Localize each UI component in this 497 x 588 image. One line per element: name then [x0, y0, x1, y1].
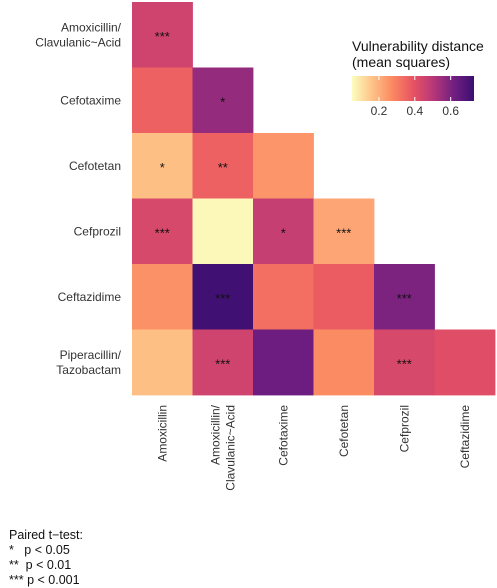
significance-label: ** — [218, 160, 228, 175]
column-label: Cefotetan — [337, 405, 351, 457]
column-label: Cefotaxime — [276, 405, 290, 466]
heatmap-cell — [374, 329, 435, 396]
heatmap-cells: ***** ***** * ****** ****** *** — [132, 2, 496, 396]
significance-label: * — [160, 160, 165, 175]
row-label: Cefotaxime — [60, 93, 121, 107]
heatmap-cell — [132, 67, 193, 134]
heatmap-cell — [132, 133, 193, 199]
significance-label: *** — [397, 356, 412, 371]
significance-note-line-2: ** p < 0.01 — [9, 558, 72, 572]
heatmap-cell — [374, 264, 435, 330]
heatmap-cell — [192, 67, 254, 134]
heatmap-cell — [132, 329, 193, 396]
heatmap-cell — [192, 198, 254, 265]
row-label: Cefprozil — [74, 224, 121, 238]
legend-tick-label: 0.6 — [442, 104, 459, 118]
significance-label: *** — [336, 225, 351, 240]
significance-note-line-1: * p < 0.05 — [9, 543, 70, 557]
significance-label: *** — [215, 356, 230, 371]
column-label: Cefprozil — [397, 405, 411, 452]
significance-note-title: Paired t−test: — [9, 528, 83, 542]
heatmap-cell — [253, 133, 314, 199]
significance-note-line-3: *** p < 0.001 — [9, 573, 80, 587]
row-label: Piperacillin/Tazobactam — [56, 348, 121, 377]
heatmap-cell — [192, 329, 254, 396]
row-label: Amoxicillin/Clavulanic~Acid — [35, 20, 121, 49]
heatmap-cell — [132, 2, 193, 68]
heatmap-cell — [253, 264, 314, 330]
row-label: Cefotetan — [69, 159, 121, 173]
column-labels: Amoxicillin Amoxicillin/Clavulanic~Acid Ce… — [155, 404, 472, 490]
heatmap-chart: ***** ***** * ****** ****** *** Amoxicillin/C… — [35, 2, 496, 491]
heatmap-cell — [434, 329, 496, 396]
heatmap-cell — [132, 264, 193, 330]
significance-label: * — [281, 225, 286, 240]
legend-tick-label: 0.2 — [371, 104, 388, 118]
legend-colorbar — [352, 76, 474, 101]
row-label: Ceftazidime — [58, 290, 122, 304]
heatmap-cell — [192, 264, 254, 330]
column-label: Ceftazidime — [458, 405, 472, 469]
heatmap-cell — [313, 329, 375, 396]
significance-label: * — [220, 94, 225, 109]
significance-label: *** — [215, 291, 230, 306]
row-labels: Amoxicillin/Clavulanic~Acid Cefotaxime Cef… — [35, 20, 121, 377]
heatmap-cell — [192, 133, 254, 199]
heatmap-cell — [132, 198, 193, 265]
significance-label: *** — [397, 291, 412, 306]
heatmap-cell — [313, 264, 375, 330]
column-label: Amoxicillin — [155, 405, 169, 462]
heatmap-cell — [253, 329, 314, 396]
column-label: Amoxicillin/Clavulanic~Acid — [208, 404, 237, 490]
legend-title: Vulnerability distance (mean squares) — [352, 38, 484, 70]
heatmap-cell — [253, 198, 314, 265]
legend-tick-label: 0.4 — [406, 104, 423, 118]
heatmap-cell — [313, 198, 375, 265]
significance-label: *** — [155, 29, 170, 44]
color-legend: Vulnerability distance (mean squares) 0.2 0… — [352, 38, 484, 118]
significance-label: *** — [155, 225, 170, 240]
